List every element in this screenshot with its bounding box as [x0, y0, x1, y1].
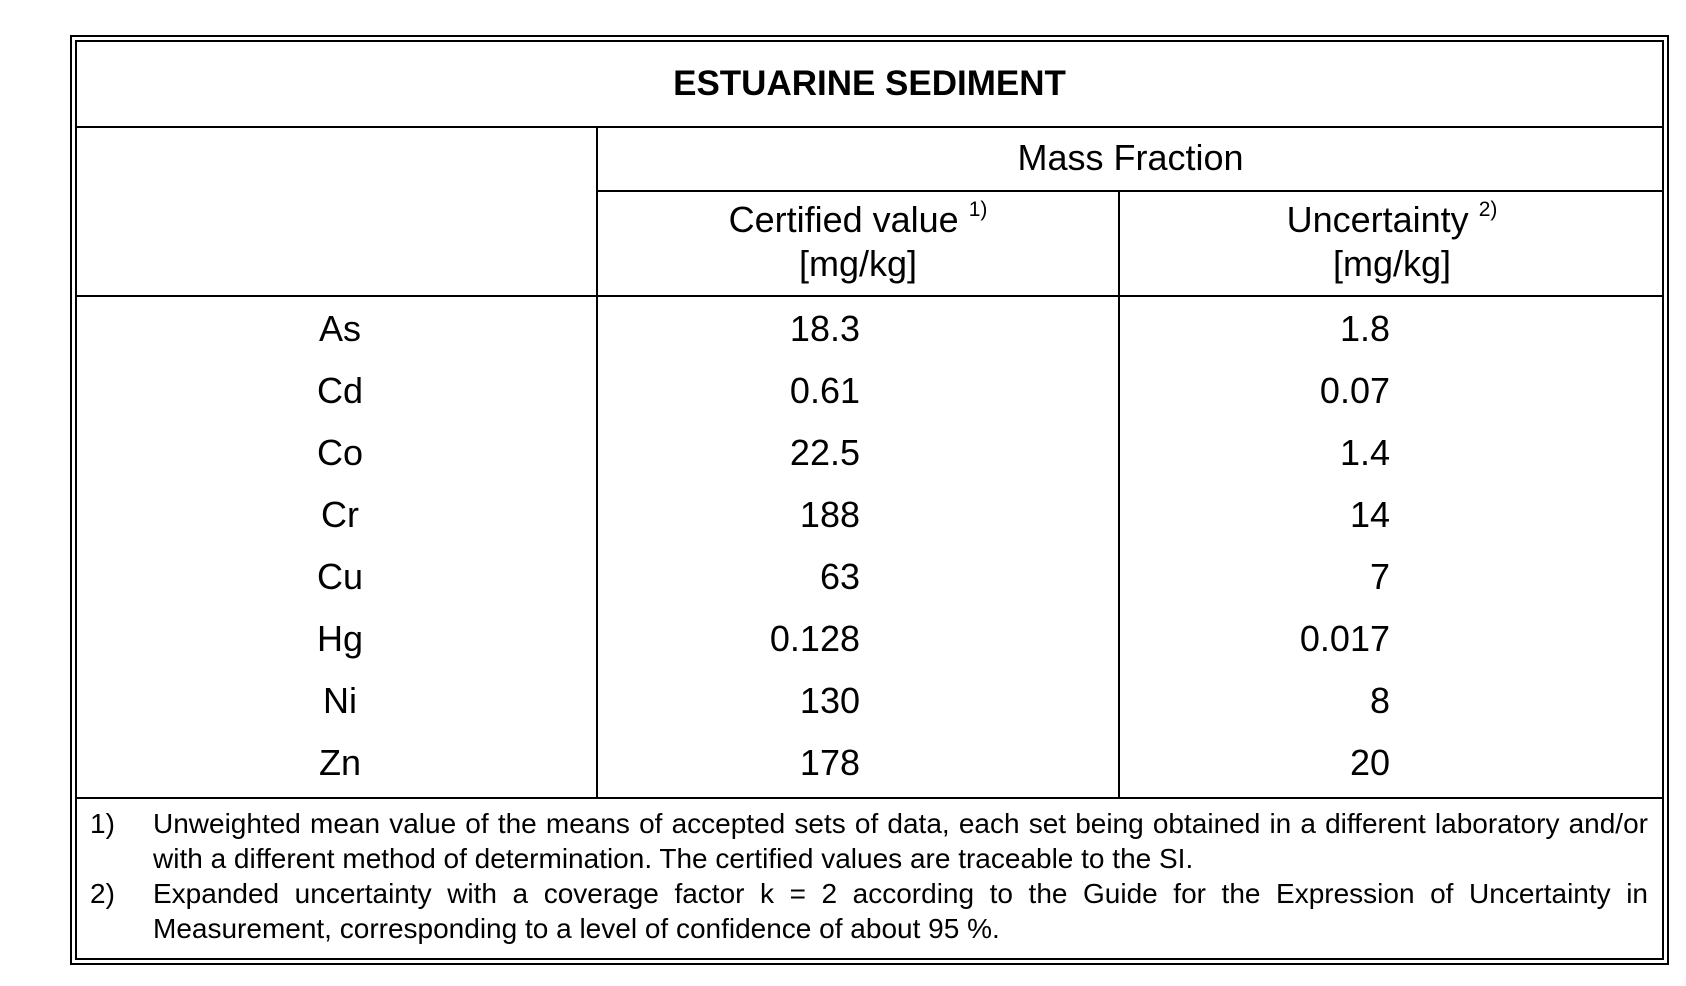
certified-value-cell: 0.61: [789, 370, 860, 411]
column-label: Uncertainty: [1286, 199, 1469, 240]
certified-value-cell: 0.128: [769, 618, 860, 659]
footnote-divider: [75, 797, 1664, 799]
footnote-number: 2): [90, 878, 115, 909]
column-label: Certified value: [728, 199, 959, 240]
uncertainty-cell: 1.8: [1339, 308, 1390, 349]
footnote-ref: 2): [1478, 198, 1498, 221]
column-header-uncertainty: Uncertainty 2) [mg/kg]: [1120, 198, 1664, 286]
certified-value-cell: 188: [799, 494, 860, 535]
footnote-number: 1): [90, 808, 115, 839]
title-divider: [75, 126, 1664, 128]
certified-value-cell: 178: [799, 742, 860, 783]
uncertainty-cell: 0.017: [1299, 618, 1390, 659]
certified-value-cell: 63: [819, 556, 860, 597]
element-cell: Zn: [318, 742, 361, 783]
uncertainty-cell: 14: [1349, 494, 1390, 535]
group-header: Mass Fraction: [1017, 137, 1244, 178]
element-cell: Cr: [321, 494, 359, 535]
certified-value-cell: 22.5: [789, 432, 860, 473]
certified-value-cell: 130: [799, 680, 860, 721]
element-cell: Cu: [316, 556, 364, 597]
table-outer-border: [70, 35, 1669, 965]
column-divider-1: [596, 126, 598, 797]
element-cell: Co: [316, 432, 364, 473]
element-cell: As: [318, 308, 361, 349]
uncertainty-cell: 20: [1349, 742, 1390, 783]
column-unit: [mg/kg]: [1332, 243, 1452, 284]
uncertainty-cell: 8: [1369, 680, 1390, 721]
group-header-divider: [597, 190, 1664, 192]
footnote-text: Unweighted mean value of the means of ac…: [153, 808, 1648, 874]
footnote-text: Expanded uncertainty with a coverage fac…: [153, 878, 1648, 944]
table-inner-border: [75, 40, 1664, 960]
certified-value-cell: 18.3: [789, 308, 860, 349]
element-cell: Hg: [316, 618, 364, 659]
column-header-certified: Certified value 1) [mg/kg]: [598, 198, 1118, 286]
table-title: ESTUARINE SEDIMENT: [673, 64, 1066, 103]
column-divider-2: [1118, 190, 1120, 797]
uncertainty-cell: 0.07: [1319, 370, 1390, 411]
element-cell: Ni: [323, 680, 357, 721]
element-cell: Cd: [316, 370, 364, 411]
footnote-ref: 1): [968, 198, 988, 221]
uncertainty-cell: 1.4: [1339, 432, 1390, 473]
uncertainty-cell: 7: [1369, 556, 1390, 597]
header-divider: [75, 295, 1664, 297]
column-unit: [mg/kg]: [798, 243, 918, 284]
